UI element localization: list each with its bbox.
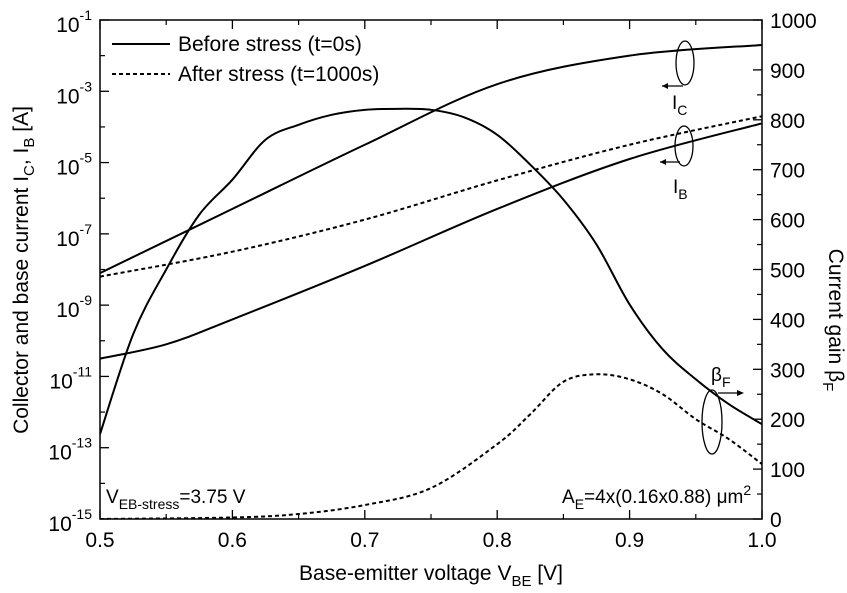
ib-arrowhead <box>660 159 666 165</box>
plot-frame <box>99 19 763 520</box>
x-tick-label: 0.9 <box>615 529 644 552</box>
x-tick-label: 0.5 <box>85 529 114 552</box>
series-i-b-before <box>100 122 762 360</box>
y-left-axis-title: Collector and base current IC, IB [A] <box>10 106 38 434</box>
ic-arrowhead <box>662 83 668 89</box>
ib-group-ellipse <box>674 125 694 167</box>
y-right-tick-label: 700 <box>770 160 805 183</box>
y-right-tick-label: 0 <box>770 509 782 532</box>
y-right-tick-label: 500 <box>770 260 805 283</box>
stress-voltage-label: VEB-stress=3.75 V <box>106 487 246 512</box>
emitter-area-label: AE=4x(0.16x0.88) μm2 <box>562 482 751 512</box>
x-tick-label: 0.7 <box>350 529 379 552</box>
y-left-tick-label: 10-11 <box>49 363 92 393</box>
y-right-tick-label: 200 <box>770 409 805 432</box>
ticks-layer: 0.5 0.6 0.7 0.8 0.9 1.0 10-1 10-3 10-5 10-7 10-9 10… <box>48 7 816 552</box>
series-beta-f-after <box>100 373 762 519</box>
y-right-tick-label: 100 <box>770 459 805 482</box>
y-left-tick-label: 10-3 <box>56 78 92 108</box>
y-right-tick-label: 900 <box>770 60 805 83</box>
y-right-tick-label: 400 <box>770 309 805 332</box>
y-left-tick-label: 10-15 <box>48 506 92 536</box>
y-right-axis-title: Current gain βF <box>819 249 847 392</box>
y-left-tick-label: 10-7 <box>56 221 92 251</box>
ic-label: IC <box>672 93 687 118</box>
legend-label-after: After stress (t=1000s) <box>178 63 379 86</box>
y-left-tick-label: 10-5 <box>56 150 92 180</box>
y-right-tick-label: 800 <box>770 110 805 133</box>
series-layer <box>100 43 762 519</box>
series-beta-f-before <box>100 107 762 435</box>
curve-annotations: IC IB βF <box>660 40 744 455</box>
y-right-tick-label: 1000 <box>770 10 817 33</box>
y-right-tick-label: 300 <box>770 359 805 382</box>
beta-arrowhead <box>737 390 744 396</box>
x-tick-label: 0.8 <box>483 529 512 552</box>
legend: Before stress (t=0s) After stress (t=100… <box>112 33 379 86</box>
series-i-c-before <box>100 43 762 274</box>
y-right-tick-label: 600 <box>770 210 805 233</box>
x-axis-title: Base-emitter voltage VBE [V] <box>299 562 563 588</box>
beta-label: βF <box>711 365 731 390</box>
x-tick-label: 0.6 <box>218 529 247 552</box>
ib-label: IB <box>673 177 688 202</box>
legend-label-before: Before stress (t=0s) <box>178 33 362 56</box>
series-i-b-after <box>100 115 762 278</box>
y-left-tick-label: 10-13 <box>48 435 92 465</box>
beta-group-ellipse <box>701 389 723 455</box>
y-left-tick-label: 10-1 <box>56 7 92 37</box>
ic-group-ellipse <box>675 40 695 86</box>
y-left-tick-label: 10-9 <box>56 292 92 322</box>
x-tick-label: 1.0 <box>747 529 776 552</box>
